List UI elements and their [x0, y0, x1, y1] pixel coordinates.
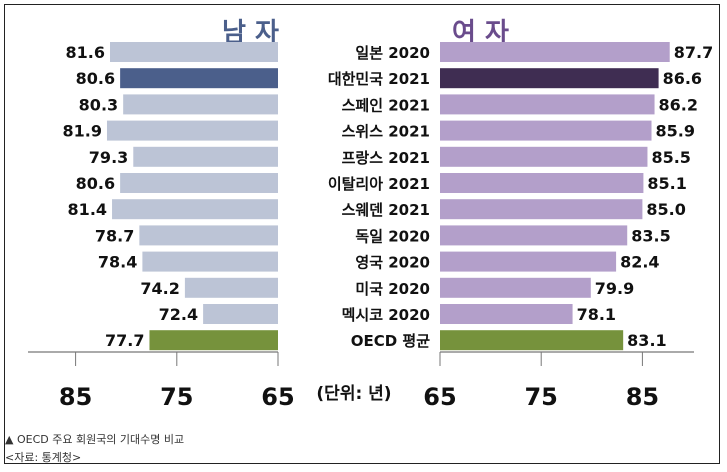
male-bar — [123, 94, 278, 115]
male-bar — [142, 251, 278, 272]
female-bar — [440, 42, 670, 62]
female-tick-label: 65 — [423, 383, 456, 411]
male-value-label: 81.6 — [66, 43, 105, 62]
female-value-label: 87.7 — [674, 43, 713, 62]
male-bar — [106, 120, 278, 141]
male-value-label: 81.4 — [68, 200, 107, 219]
female-bar — [440, 330, 624, 351]
category-label: 미국 2020 — [355, 280, 430, 298]
category-label: 일본 2020 — [355, 44, 430, 62]
male-bar — [110, 42, 279, 62]
female-value-label: 85.9 — [656, 122, 695, 141]
male-value-label: 80.3 — [79, 95, 118, 114]
male-bar — [112, 199, 278, 220]
male-value-label: 79.3 — [89, 148, 128, 167]
male-bar — [203, 304, 278, 324]
female-bar — [440, 304, 573, 324]
male-bar — [133, 146, 278, 167]
female-bar — [440, 173, 644, 193]
female-bar — [440, 120, 652, 141]
male-value-label: 72.4 — [159, 305, 198, 324]
unit-label: (단위: 년) — [316, 384, 391, 404]
female-tick-label: 85 — [626, 383, 659, 411]
chart-frame — [4, 4, 720, 464]
category-label: 스웨덴 2021 — [342, 201, 430, 219]
female-bar — [440, 146, 648, 167]
male-bar — [149, 330, 278, 351]
female-value-label: 86.2 — [659, 95, 698, 114]
male-value-label: 74.2 — [140, 279, 179, 298]
female-value-label: 82.4 — [620, 253, 659, 272]
category-label: 스위스 2021 — [342, 123, 430, 141]
source: <자료: 통계청> — [5, 451, 82, 464]
female-bar — [440, 199, 643, 220]
female-value-label: 85.0 — [646, 200, 685, 219]
female-value-label: 79.9 — [595, 279, 634, 298]
female-bar — [440, 277, 591, 298]
category-label: 영국 2020 — [355, 254, 430, 272]
female-bar — [440, 225, 628, 246]
female-value-label: 78.1 — [577, 305, 616, 324]
category-label: 이탈리아 2021 — [328, 175, 430, 193]
category-label: 프랑스 2021 — [342, 149, 430, 167]
male-value-label: 81.9 — [62, 122, 101, 141]
female-value-label: 85.5 — [651, 148, 690, 167]
category-label: 독일 2020 — [355, 227, 430, 245]
female-bar — [440, 94, 655, 115]
category-label: 대한민국 2021 — [328, 70, 430, 88]
female-bar — [440, 68, 659, 89]
male-value-label: 80.6 — [76, 174, 115, 193]
female-value-label: 85.1 — [647, 174, 686, 193]
male-value-label: 77.7 — [105, 331, 144, 350]
male-tick-label: 65 — [261, 383, 294, 411]
male-tick-label: 85 — [59, 383, 92, 411]
female-tick-label: 75 — [524, 383, 557, 411]
caption: ▲ OECD 주요 회원국의 기대수명 비교 — [5, 433, 185, 446]
male-tick-label: 75 — [160, 383, 193, 411]
male-bar — [184, 277, 278, 298]
category-label: 스페인 2021 — [342, 96, 430, 114]
male-value-label: 78.7 — [95, 226, 134, 245]
male-bar — [120, 173, 279, 193]
category-label: 멕시코 2020 — [342, 306, 430, 324]
male-bar — [120, 68, 279, 89]
female-bar — [440, 251, 617, 272]
male-value-label: 78.4 — [98, 253, 137, 272]
male-value-label: 80.6 — [76, 69, 115, 88]
female-value-label: 83.1 — [627, 331, 666, 350]
category-label: OECD 평균 — [351, 332, 430, 350]
male-bar — [139, 225, 278, 246]
female-value-label: 83.5 — [631, 226, 670, 245]
female-value-label: 86.6 — [663, 69, 702, 88]
